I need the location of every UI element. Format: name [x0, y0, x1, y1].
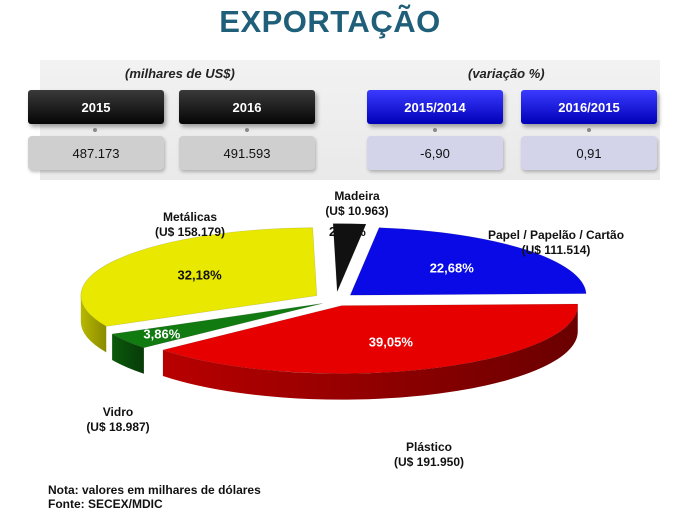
page-title: EXPORTAÇÃO — [219, 4, 441, 39]
slice-value: (U$ 18.987) — [86, 420, 150, 434]
slice-label-vidro: Vidro (U$ 18.987) — [78, 405, 158, 435]
year-2015-header: 2015 — [28, 90, 164, 124]
slice-label-madeira: Madeira (U$ 10.963) — [322, 189, 392, 219]
pie-percent-label: 32,18% — [178, 267, 223, 282]
pie-percent-label: 3,86% — [143, 326, 180, 341]
pie-slice-side — [162, 305, 578, 400]
variation-unit-label: (variação %) — [468, 66, 545, 81]
connector-dot — [433, 128, 437, 132]
pie-slice — [332, 223, 367, 292]
note-text: Nota: valores em milhares de dólares — [48, 483, 261, 497]
slice-name: Vidro — [102, 405, 134, 419]
value-2015: 487.173 — [28, 136, 164, 170]
slice-label-plastico: Plástico (U$ 191.950) — [384, 440, 474, 470]
pie-slice — [111, 303, 323, 349]
slice-value: (U$ 158.179) — [154, 225, 226, 239]
slice-name: Metálicas — [162, 210, 218, 224]
pie-percent-label: 22,68% — [430, 261, 475, 276]
values-unit-label: (milhares de US$) — [125, 66, 235, 81]
connector-dot — [93, 128, 97, 132]
variation-2015-2014-value: -6,90 — [367, 136, 503, 170]
pie-slice — [80, 227, 318, 327]
connector-dot — [245, 128, 249, 132]
year-2016-header: 2016 — [179, 90, 315, 124]
slice-value: (U$ 111.514) — [521, 243, 591, 257]
slice-label-papel: Papel / Papelão / Cartão (U$ 111.514) — [476, 228, 636, 258]
connector-dot — [587, 128, 591, 132]
source-text: Fonte: SECEX/MDIC — [48, 497, 163, 511]
slice-name: Madeira — [334, 189, 380, 203]
pie-slice-side — [112, 334, 144, 374]
slice-value: (U$ 10.963) — [325, 204, 389, 218]
pie-percent-label: 39,05% — [369, 334, 414, 349]
pie-percent-label: 2,23% — [329, 224, 366, 239]
slice-name: Plástico — [405, 440, 453, 454]
pie-slice — [349, 227, 587, 296]
slice-value: (U$ 191.950) — [393, 455, 465, 469]
pie-slice — [161, 303, 578, 374]
variation-2015-2014-header: 2015/2014 — [367, 90, 503, 124]
variation-2016-2015-value: 0,91 — [521, 136, 657, 170]
value-2016: 491.593 — [179, 136, 315, 170]
slice-label-metalicas: Metálicas (U$ 158.179) — [140, 210, 240, 240]
pie-slice-side — [80, 295, 107, 353]
slice-name: Papel / Papelão / Cartão — [487, 228, 625, 242]
variation-2016-2015-header: 2016/2015 — [521, 90, 657, 124]
